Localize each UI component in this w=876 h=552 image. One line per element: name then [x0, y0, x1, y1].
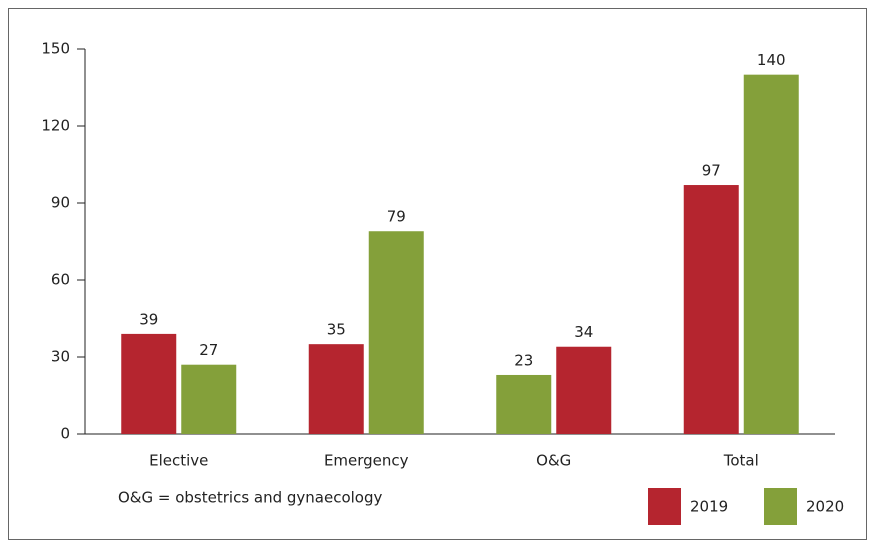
value-label: 23: [514, 351, 533, 369]
legend-label: 2019: [690, 498, 728, 516]
legend-swatch: [648, 488, 681, 525]
y-tick-label: 90: [51, 194, 70, 212]
x-tick-label: Emergency: [324, 452, 409, 470]
value-label: 140: [757, 51, 786, 69]
y-tick-label: 120: [41, 117, 70, 135]
bar: [368, 231, 424, 434]
value-label: 35: [327, 321, 346, 339]
frame: [8, 8, 867, 540]
bar: [683, 185, 739, 434]
bar: [496, 374, 552, 434]
value-label: 34: [574, 323, 593, 341]
y-tick-label: 60: [51, 271, 70, 289]
y-tick-label: 0: [60, 425, 70, 443]
value-label: 39: [139, 310, 158, 328]
bar: [308, 344, 364, 434]
bar: [181, 364, 237, 434]
bar: [121, 333, 177, 434]
x-tick-label: Total: [723, 452, 759, 470]
x-tick-label: O&G: [536, 452, 571, 470]
bar: [556, 346, 612, 434]
y-tick-label: 30: [51, 348, 70, 366]
value-label: 79: [387, 208, 406, 226]
value-label: 27: [199, 341, 218, 359]
legend-label: 2020: [806, 498, 844, 516]
bar: [743, 74, 799, 435]
x-tick-label: Elective: [149, 452, 208, 470]
y-tick-label: 150: [41, 40, 70, 58]
value-label: 97: [702, 162, 721, 180]
annotation: O&G = obstetrics and gynaecology: [118, 489, 383, 507]
legend-swatch: [764, 488, 797, 525]
